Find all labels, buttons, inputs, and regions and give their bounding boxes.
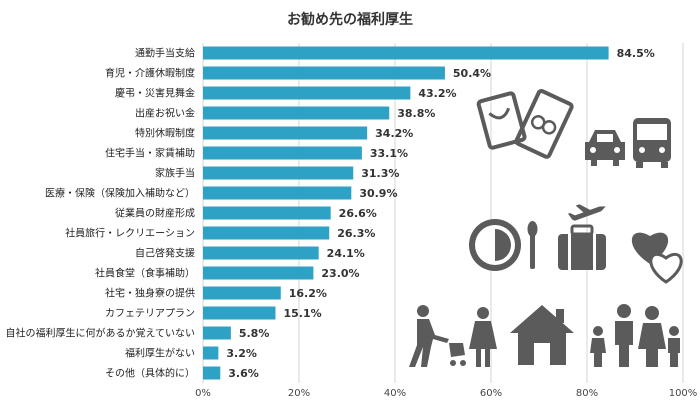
value-label: 26.3% bbox=[337, 227, 375, 240]
gift-envelope-icon bbox=[514, 88, 574, 159]
x-tick-label: 40% bbox=[384, 388, 406, 399]
bus-icon bbox=[633, 118, 671, 168]
category-label: 出産お祝い金 bbox=[135, 107, 195, 120]
category-label: 自己啓発支援 bbox=[135, 247, 195, 260]
value-label: 23.0% bbox=[321, 267, 359, 280]
bar bbox=[203, 286, 281, 300]
value-labels: 84.5% 50.4% 43.2% 38.8% 34.2% 33.1% 31.3% 30.9%… bbox=[226, 47, 654, 380]
hearts-icon bbox=[631, 232, 683, 284]
x-tick-label: 20% bbox=[288, 388, 310, 399]
value-label: 43.2% bbox=[418, 87, 456, 100]
bar bbox=[203, 186, 352, 200]
bar bbox=[203, 106, 390, 120]
bar bbox=[203, 366, 221, 380]
category-label: 社員旅行・レクリエーション bbox=[65, 227, 195, 240]
category-label: 特別休暇制度 bbox=[135, 127, 195, 140]
bar bbox=[203, 346, 219, 360]
value-label: 3.6% bbox=[228, 367, 259, 380]
family-stroller-icon bbox=[409, 305, 497, 367]
category-label: 住宅手当・家賃補助 bbox=[105, 147, 195, 160]
category-label: カフェテリアプラン bbox=[105, 308, 195, 320]
bar bbox=[203, 46, 609, 60]
value-label: 15.1% bbox=[283, 307, 321, 320]
value-label: 26.6% bbox=[339, 207, 377, 220]
receipt-icon bbox=[476, 91, 527, 150]
value-label: 30.9% bbox=[359, 187, 397, 200]
chart-title: お勧め先の福利厚生 bbox=[287, 11, 413, 28]
plate-icon bbox=[469, 219, 538, 271]
value-label: 24.1% bbox=[327, 247, 365, 260]
airplane-icon bbox=[568, 204, 606, 221]
x-tick-label: 100% bbox=[669, 388, 698, 399]
value-label: 84.5% bbox=[617, 47, 655, 60]
car-icon bbox=[585, 130, 625, 166]
bar bbox=[203, 306, 276, 320]
bar bbox=[203, 66, 445, 80]
bar bbox=[203, 326, 231, 340]
category-labels: 通勤手当支給育児・介護休暇制度慶弔・災害見舞金出産お祝い金特別休暇制度住宅手当・… bbox=[6, 47, 196, 380]
bar bbox=[203, 226, 330, 240]
category-label: 通勤手当支給 bbox=[135, 47, 195, 60]
x-axis-ticks: 0% 20% 40% 60% 80% 100% bbox=[195, 388, 697, 399]
value-label: 34.2% bbox=[375, 127, 413, 140]
bar bbox=[203, 166, 354, 180]
category-label: 福利厚生がない bbox=[125, 347, 195, 360]
category-label: その他（具体的に） bbox=[105, 367, 195, 380]
category-label: 家族手当 bbox=[155, 167, 195, 180]
bar bbox=[203, 266, 314, 280]
house-icon bbox=[510, 305, 574, 365]
bar bbox=[203, 246, 319, 260]
value-label: 33.1% bbox=[370, 147, 408, 160]
value-label: 31.3% bbox=[361, 167, 399, 180]
x-tick-label: 80% bbox=[576, 388, 598, 399]
bar bbox=[203, 146, 362, 160]
category-label: 育児・介護休暇制度 bbox=[105, 67, 195, 80]
family-icon bbox=[590, 304, 680, 367]
suitcase-icon bbox=[558, 224, 606, 270]
bars bbox=[203, 46, 609, 380]
bar bbox=[203, 126, 368, 140]
bar bbox=[203, 86, 411, 100]
illustrations bbox=[409, 88, 683, 367]
category-label: 自社の福利厚生に何があるか覚えていない bbox=[6, 327, 196, 340]
value-label: 38.8% bbox=[397, 107, 435, 120]
value-label: 16.2% bbox=[289, 287, 327, 300]
category-label: 慶弔・災害見舞金 bbox=[115, 87, 195, 100]
x-tick-label: 0% bbox=[195, 388, 211, 399]
category-label: 社員食堂（食事補助） bbox=[95, 267, 195, 280]
value-label: 5.8% bbox=[239, 327, 270, 340]
category-label: 従業員の財産形成 bbox=[115, 207, 195, 220]
value-label: 50.4% bbox=[453, 67, 491, 80]
category-label: 社宅・独身寮の提供 bbox=[105, 287, 195, 300]
x-tick-label: 60% bbox=[480, 388, 502, 399]
category-label: 医療・保険（保険加入補助など） bbox=[45, 187, 195, 200]
value-label: 3.2% bbox=[226, 347, 257, 360]
bar bbox=[203, 206, 331, 220]
